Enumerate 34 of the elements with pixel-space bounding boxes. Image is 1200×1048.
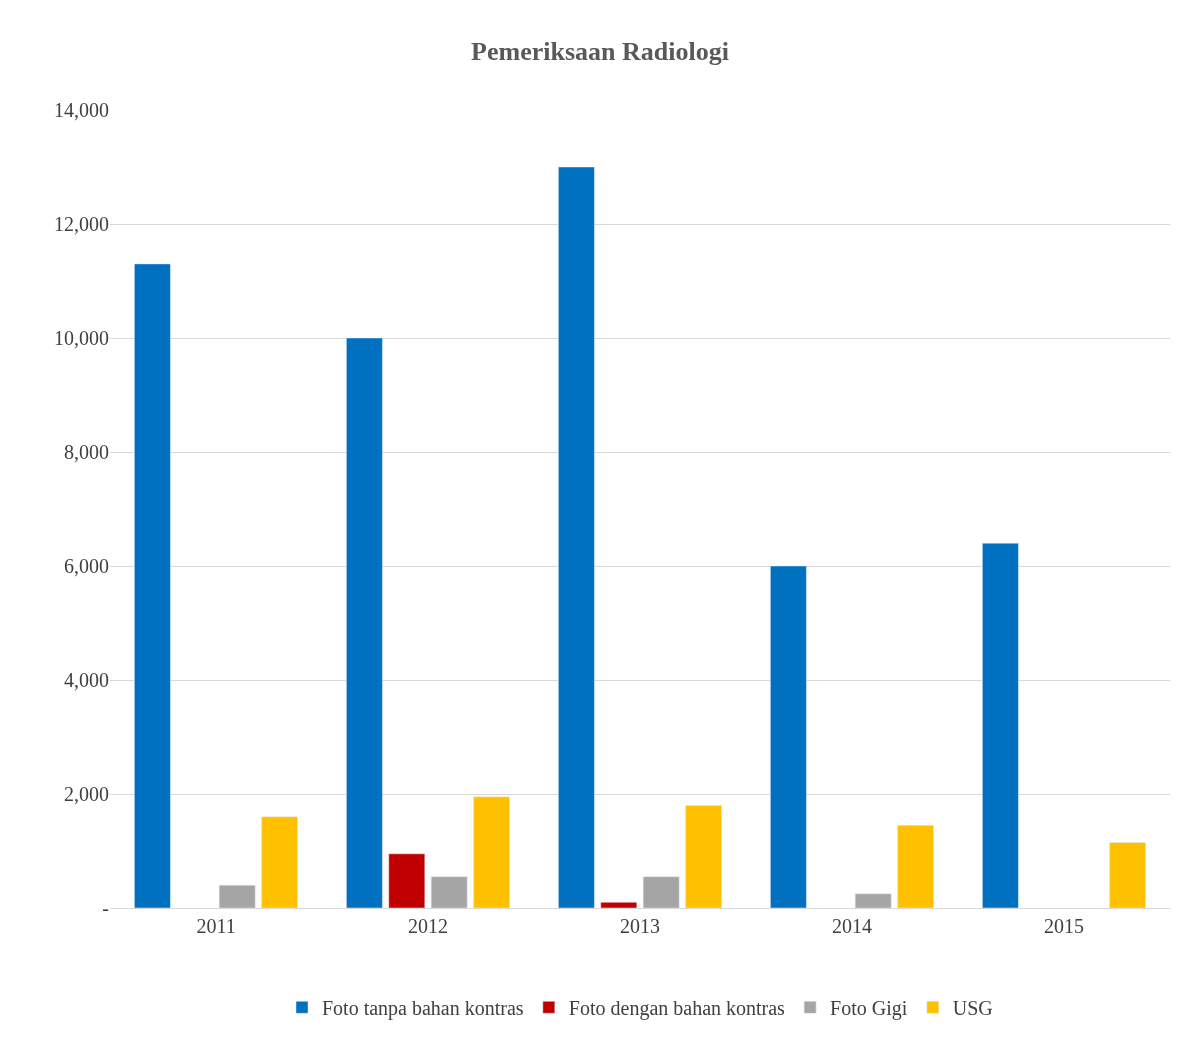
bar [218,884,256,908]
x-tick-label: 2011 [196,915,236,937]
chart-title: Pemeriksaan Radiologi [471,37,729,67]
bar [430,876,468,908]
bar [473,796,510,908]
bar [134,263,171,908]
bar [558,166,595,908]
bar [600,902,638,908]
bar [261,816,298,908]
x-tick-label: 2015 [1044,915,1084,937]
bar [642,876,680,908]
y-tick-label: 10,000 [54,327,109,349]
bar [854,893,892,908]
y-tick-label: 6,000 [64,555,109,577]
legend-label: Foto tanpa bahan kontras [322,997,524,1021]
y-tick-label: 4,000 [64,669,109,691]
bar [770,565,807,908]
bar [1109,842,1146,908]
bar [897,825,934,908]
bar [685,805,722,908]
bar [346,337,383,908]
legend-label: USG [952,997,993,1020]
bar [388,853,426,908]
legend-label: Foto Gigi [830,997,908,1021]
x-tick-label: 2013 [620,915,660,937]
x-tick-label: 2014 [832,915,872,937]
y-tick-label: 8,000 [64,441,109,463]
x-tick-label: 2012 [408,915,448,937]
bar [982,542,1019,908]
y-tick-label: 12,000 [54,213,109,235]
legend-label: Foto dengan bahan kontras [568,997,786,1021]
y-tick-label: - [102,897,109,919]
y-tick-label: 2,000 [64,783,109,805]
y-tick-label: 14,000 [54,99,109,121]
